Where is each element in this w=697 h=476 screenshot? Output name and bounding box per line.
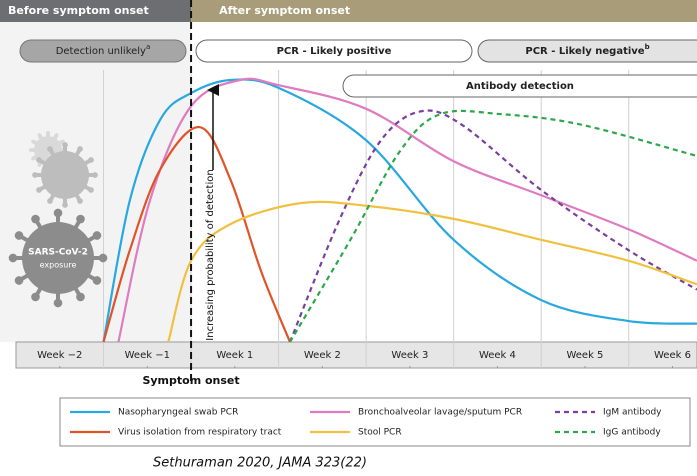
- virus-spike-tip: [31, 292, 40, 302]
- virus-spike-tip: [36, 157, 42, 163]
- virus-spike-tip: [92, 172, 98, 178]
- virus-icon: [8, 208, 108, 308]
- phase-label: Antibody detection: [466, 81, 574, 92]
- phase-footnote: b: [645, 43, 650, 51]
- phase-pill: [477, 39, 697, 63]
- x-tick-label: Week 4: [479, 350, 516, 361]
- phase-label: PCR - Likely positive: [277, 46, 392, 57]
- virus-body: [22, 222, 94, 294]
- virus-spike-tip: [32, 172, 38, 178]
- onset-label: Symptom onset: [142, 374, 239, 387]
- y-axis-label: Increasing probability of detection: [205, 169, 216, 340]
- virus-spike-tip: [14, 276, 24, 285]
- x-tick-label: Week −1: [125, 350, 170, 361]
- phase-text: Antibody detection: [466, 81, 574, 92]
- phase-text: PCR - Likely negative: [525, 46, 644, 57]
- series-line: [288, 109, 697, 343]
- virus-spike-tip: [8, 253, 18, 263]
- x-tick-label: Week 1: [216, 350, 253, 361]
- caption: Sethuraman 2020, JAMA 323(22): [153, 456, 367, 471]
- phase-pill: [342, 74, 697, 98]
- legend-label: IgG antibody: [603, 428, 661, 438]
- x-axis-band: [15, 341, 697, 369]
- phase-footnote: a: [146, 43, 150, 51]
- virus-spike-tip: [47, 198, 53, 204]
- x-tick-label: Week 6: [654, 350, 691, 361]
- virus-spike-tip: [88, 187, 94, 193]
- header-after-label: After symptom onset: [219, 4, 350, 17]
- phase-text: PCR - Likely positive: [277, 46, 392, 57]
- virus-spike-tip: [77, 198, 83, 204]
- series-line: [102, 126, 291, 343]
- phase-pill: [19, 39, 187, 63]
- virus-spike-tip: [92, 276, 102, 285]
- virus-spike-tip: [37, 163, 41, 167]
- virus-body: [41, 151, 89, 199]
- series-line: [117, 77, 697, 343]
- virus-spike-tip: [62, 142, 68, 148]
- virus-icon: [32, 142, 98, 208]
- legend-label: Virus isolation from respiratory tract: [118, 428, 282, 438]
- virus-spike-tip: [55, 133, 59, 137]
- legend-label: IgM antibody: [603, 408, 662, 418]
- virus-label: exposure: [40, 261, 77, 270]
- x-tick-label: Week −2: [37, 350, 82, 361]
- virus-spike-tip: [76, 292, 85, 302]
- x-tick-label: Week 3: [391, 350, 428, 361]
- foreground: Week −2 Week −1 Week 1 Week 2 Week 3 Week 4 We…: [37, 0, 691, 471]
- phase-label: Detection unlikelya: [56, 43, 151, 57]
- series-line: [167, 200, 697, 343]
- header-before-label: Before symptom onset: [8, 4, 149, 17]
- pre-onset-region: [0, 20, 192, 342]
- virus-spike-tip: [47, 146, 53, 152]
- header-before: [0, 0, 192, 22]
- virus-spike-tip: [31, 214, 40, 224]
- legend-label: Nasopharyngeal swab PCR: [118, 408, 238, 418]
- series-line: [102, 78, 697, 343]
- series-line: [289, 109, 697, 343]
- virus-label: SARS-CoV-2: [28, 248, 88, 258]
- legend-label: Stool PCR: [358, 428, 402, 438]
- virus-spike-tip: [53, 298, 63, 308]
- virus-spike-tip: [28, 148, 33, 152]
- virus-spike-tip: [36, 187, 42, 193]
- virus-spike-tip: [88, 157, 94, 163]
- background: Before symptom onset After symptom onset D…: [0, 0, 697, 369]
- virus-spike-tip: [76, 214, 85, 224]
- virus-spike-tip: [62, 202, 68, 208]
- virus-spike-tip: [53, 208, 63, 218]
- header-after: [191, 0, 697, 22]
- virus-spike-tip: [31, 157, 35, 161]
- phase-pill: [195, 39, 473, 63]
- virus-spike-tip: [14, 231, 24, 240]
- virus-spike-tip: [77, 146, 83, 152]
- virus-spike-tip: [61, 139, 65, 143]
- curves: [102, 77, 697, 343]
- x-tick-label: Week 2: [304, 350, 341, 361]
- x-tick-label: Week 5: [566, 350, 603, 361]
- virus-spike-tip: [98, 253, 108, 263]
- legend-box: [59, 397, 691, 447]
- legend-label: Bronchoalveolar lavage/sputum PCR: [358, 408, 522, 418]
- virus-spike-tip: [37, 133, 41, 137]
- phase-label: PCR - Likely negativeb: [525, 43, 649, 57]
- phase-text: Detection unlikely: [56, 46, 146, 57]
- virus-spike-tip: [92, 231, 102, 240]
- virus-spike-tip: [31, 139, 35, 143]
- virus-spike-tip: [46, 130, 50, 135]
